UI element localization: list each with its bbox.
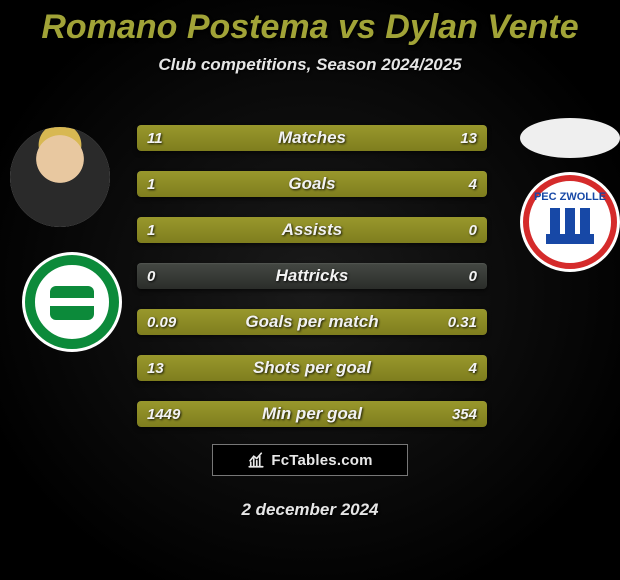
left-fill <box>137 355 403 381</box>
groningen-badge-icon <box>22 252 122 352</box>
left-fill <box>137 217 487 243</box>
left-fill <box>137 401 417 427</box>
brand-box: FcTables.com <box>212 444 408 476</box>
page-subtitle: Club competitions, Season 2024/2025 <box>0 55 620 75</box>
page-title: Romano Postema vs Dylan Vente <box>0 0 620 47</box>
right-fill <box>218 309 488 335</box>
left-fill <box>137 309 218 335</box>
page-date: 2 december 2024 <box>0 500 620 520</box>
comparison-bars: 1113Matches 14Goals 10Assists 0 0Hattricks 0.… <box>137 125 487 447</box>
right-club-badge: PEC ZWOLLE <box>520 172 620 272</box>
stat-row: 10Assists <box>137 217 487 243</box>
right-value: 0 <box>459 263 487 289</box>
left-fill <box>137 171 207 197</box>
right-fill <box>207 171 487 197</box>
stat-row: 0.090.31Goals per match <box>137 309 487 335</box>
svg-text:PEC ZWOLLE: PEC ZWOLLE <box>534 191 606 203</box>
right-fill <box>403 355 487 381</box>
stat-row: 0 0Hattricks <box>137 263 487 289</box>
stat-row: 1113Matches <box>137 125 487 151</box>
right-fill <box>417 401 487 427</box>
stat-row: 134Shots per goal <box>137 355 487 381</box>
left-fill <box>137 125 298 151</box>
stat-label: Hattricks <box>137 263 487 289</box>
stat-row: 14Goals <box>137 171 487 197</box>
right-fill <box>298 125 487 151</box>
right-player-avatar <box>520 118 620 158</box>
fctables-logo-icon <box>247 451 265 469</box>
left-club-badge <box>22 252 122 352</box>
left-value: 0 <box>137 263 165 289</box>
brand-label: FcTables.com <box>271 452 372 469</box>
left-player-avatar <box>10 127 110 227</box>
stat-row: 1449354Min per goal <box>137 401 487 427</box>
pec-zwolle-badge-icon: PEC ZWOLLE <box>520 172 620 272</box>
